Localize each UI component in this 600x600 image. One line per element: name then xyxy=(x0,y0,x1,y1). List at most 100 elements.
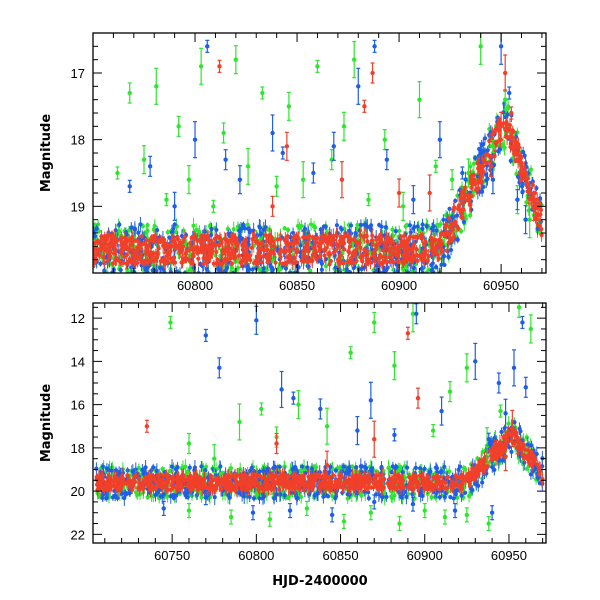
top-point-blue xyxy=(192,121,198,159)
top-point-red xyxy=(217,59,222,73)
bottom-point-blue xyxy=(250,505,256,521)
bottom-point-red xyxy=(372,420,377,458)
bottom-point-green xyxy=(464,507,470,523)
bottom-y-tick-label: 20 xyxy=(71,484,85,499)
top-point-blue xyxy=(523,205,528,235)
bottom-point-green xyxy=(528,314,534,344)
top-x-tick-label: 60800 xyxy=(177,278,213,293)
top-point-red xyxy=(396,178,402,208)
bottom-point-blue xyxy=(291,391,296,405)
top-point-red xyxy=(531,191,536,221)
bottom-y-axis-title: Magnitude xyxy=(39,384,54,463)
bottom-point-blue xyxy=(368,381,374,419)
top-y-tick-label: 19 xyxy=(71,199,85,214)
top-point-green xyxy=(527,201,532,239)
top-baseline-cloud xyxy=(93,98,544,273)
top-point-blue xyxy=(437,121,443,159)
top-point-red xyxy=(502,54,508,92)
bottom-point-blue xyxy=(203,489,209,506)
top-point-green xyxy=(466,158,471,188)
bottom-point-blue xyxy=(473,342,478,380)
bottom-y-tick-label: 18 xyxy=(71,441,85,456)
bottom-point-blue xyxy=(452,502,458,519)
bottom-point-blue xyxy=(161,500,166,517)
top-point-red xyxy=(284,131,290,161)
bottom-point-red xyxy=(144,419,150,433)
bottom-y-tick-label: 22 xyxy=(71,527,85,542)
top-point-blue xyxy=(237,165,243,195)
top-point-green xyxy=(490,139,496,153)
bottom-point-blue xyxy=(520,315,525,330)
top-point-blue xyxy=(515,189,520,211)
top-point-green xyxy=(233,45,239,75)
x-axis-title: HJD-2400000 xyxy=(272,574,367,589)
top-point-blue xyxy=(147,155,153,177)
bottom-point-green xyxy=(341,513,347,529)
top-point-green xyxy=(382,129,387,151)
bottom-ticks: 60750 60800 60850 60900 60950 12 14 16 18 20 22 xyxy=(71,303,546,563)
bottom-point-green xyxy=(447,381,453,403)
bottom-x-tick-label: 60800 xyxy=(238,548,274,563)
bottom-point-blue xyxy=(489,505,495,521)
top-point-red xyxy=(519,155,524,177)
top-point-green xyxy=(502,89,508,111)
top-point-blue xyxy=(270,114,275,152)
top-point-green xyxy=(198,47,204,85)
bottom-point-green xyxy=(348,346,353,360)
bottom-point-green xyxy=(410,303,416,333)
top-x-tick-label: 60850 xyxy=(279,278,315,293)
top-point-green xyxy=(115,166,120,180)
top-point-red xyxy=(498,111,504,141)
top-y-tick-label: 17 xyxy=(71,66,85,81)
bottom-baseline-cloud xyxy=(94,415,545,506)
top-point-green xyxy=(245,147,251,185)
top-point-green xyxy=(127,82,132,104)
bottom-point-red xyxy=(274,432,279,455)
bottom-point-red xyxy=(324,450,330,480)
bottom-point-green xyxy=(464,353,470,383)
bottom-point-red xyxy=(503,441,508,472)
top-y-tick-label: 18 xyxy=(71,133,85,148)
bottom-point-blue xyxy=(486,432,491,446)
top-point-green xyxy=(164,193,169,207)
top-point-green xyxy=(400,191,406,221)
top-point-green xyxy=(186,165,192,195)
bottom-point-green xyxy=(212,444,217,474)
top-point-red xyxy=(470,173,475,187)
top-point-red xyxy=(270,195,275,217)
bottom-point-blue xyxy=(372,494,377,510)
bottom-point-green xyxy=(186,502,192,519)
top-ticks: 60800 60850 60900 60950 17 18 19 xyxy=(71,32,546,293)
top-point-green xyxy=(176,115,181,137)
bottom-point-blue xyxy=(496,372,502,394)
bottom-point-green xyxy=(397,515,402,532)
top-point-blue xyxy=(460,166,465,180)
bottom-point-green xyxy=(267,511,273,527)
bottom-y-tick-label: 14 xyxy=(71,354,85,369)
top-point-blue xyxy=(127,179,132,193)
top-point-green xyxy=(141,145,147,175)
top-point-blue xyxy=(356,67,361,105)
bottom-x-tick-label: 60750 xyxy=(154,548,190,563)
bottom-point-green xyxy=(304,500,310,517)
top-point-green xyxy=(366,193,371,207)
bottom-point-red xyxy=(415,387,421,409)
bottom-point-green xyxy=(442,509,448,525)
bottom-point-blue xyxy=(279,370,284,409)
bottom-point-green xyxy=(368,505,374,521)
top-panel: 60800 60850 60900 60950 17 18 19 Magnitude xyxy=(39,32,547,293)
bottom-point-blue xyxy=(410,496,416,512)
top-point-blue xyxy=(478,142,483,164)
top-point-red xyxy=(427,174,432,212)
bottom-y-tick-label: 16 xyxy=(71,398,85,413)
bottom-y-tick-label: 12 xyxy=(71,311,85,326)
bottom-point-blue xyxy=(511,349,517,387)
top-point-blue xyxy=(490,165,496,195)
bottom-x-tick-label: 60850 xyxy=(322,548,358,563)
bottom-point-green xyxy=(516,303,522,318)
top-x-tick-label: 60950 xyxy=(483,278,519,293)
top-point-green xyxy=(315,59,320,73)
bottom-panel: 60750 60800 60850 60900 60950 12 14 16 18 20 22 Ma… xyxy=(39,302,547,589)
bottom-point-green xyxy=(324,407,330,445)
